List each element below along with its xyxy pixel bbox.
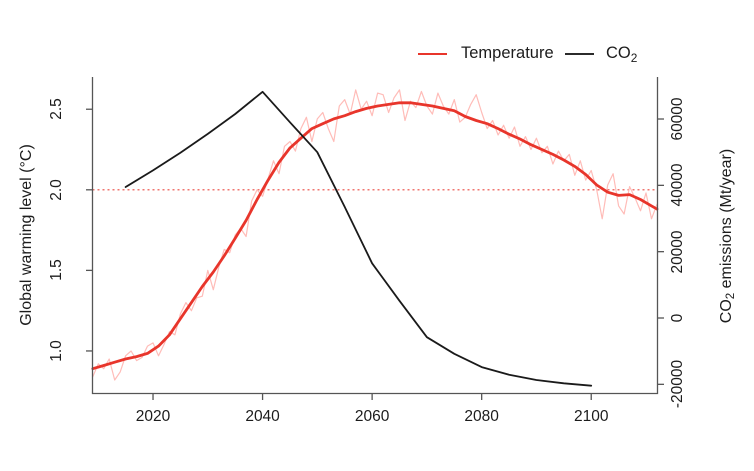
co2-line-swatch [565, 53, 594, 55]
x-tick-label-2020: 2020 [135, 408, 171, 425]
legend: Temperature CO2 [0, 44, 754, 68]
y-left-tick-label-2.5: 2.5 [48, 98, 65, 120]
y-right-tick-label-0: 0 [669, 313, 686, 323]
temperature-trend-line [91, 101, 659, 371]
y-right-tick-label-20000: 20000 [669, 230, 686, 274]
temperature-annual-line [92, 89, 658, 381]
legend-label-co2: CO2 [606, 44, 638, 65]
legend-label-temperature: Temperature [461, 44, 554, 62]
x-tick-label-2060: 2060 [354, 408, 390, 425]
y-right-tick-label-40000: 40000 [669, 163, 686, 207]
co2-emissions-line [124, 90, 593, 387]
y-axis-left-title: Global warming level (°C) [18, 144, 35, 326]
y-axis-right-title: CO2 emissions (Mt/year) [718, 148, 738, 324]
x-tick-label-2100: 2100 [573, 408, 609, 425]
temperature-line-swatch [418, 53, 447, 55]
y-right-tick-label-60000: 60000 [669, 97, 686, 141]
y-right-tick-label--20000: -20000 [669, 360, 686, 409]
y-left-tick-label-1.5: 1.5 [48, 259, 65, 282]
x-tick-label-2040: 2040 [245, 408, 280, 425]
y-left-tick-label-1.0: 1.0 [48, 340, 65, 362]
axis-frame [91, 77, 659, 395]
y-left-tick-label-2.0: 2.0 [48, 179, 65, 201]
x-tick-label-2080: 2080 [464, 408, 499, 425]
